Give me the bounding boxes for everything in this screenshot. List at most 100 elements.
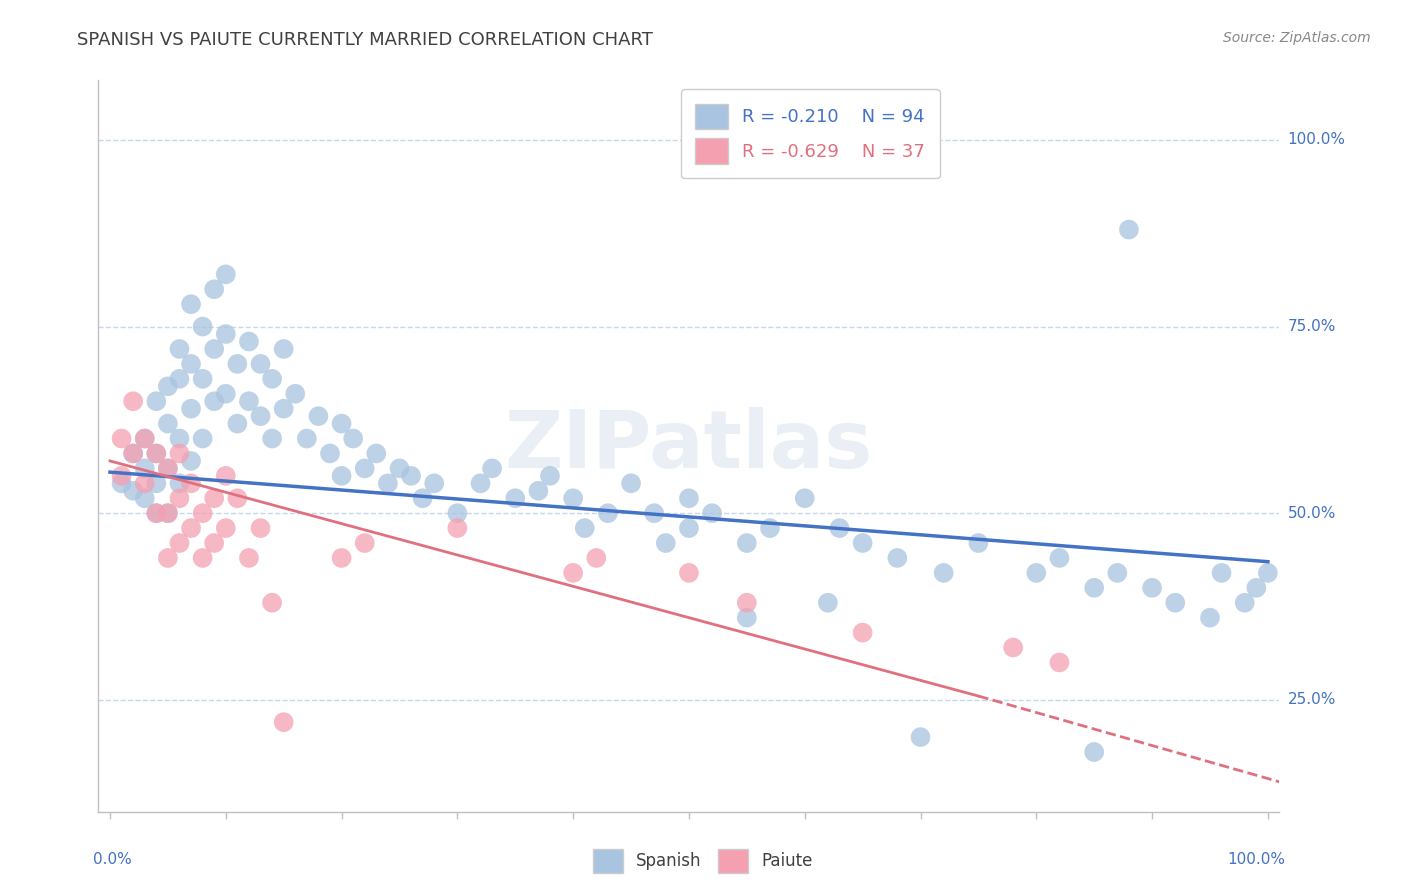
Point (446, 506, 468, 520)
Point (110, 476, 132, 491)
Text: ZIPatlas: ZIPatlas (505, 407, 873, 485)
Point (191, 432, 214, 446)
Point (481, 461, 503, 475)
Point (470, 476, 492, 491)
Point (377, 476, 399, 491)
Point (134, 491, 156, 506)
Point (319, 446, 342, 460)
Point (215, 468, 238, 483)
Point (262, 432, 284, 446)
Point (156, 506, 179, 520)
Point (1233, 596, 1256, 610)
Point (156, 461, 179, 475)
Point (330, 417, 353, 431)
Point (191, 551, 214, 566)
Point (262, 372, 284, 386)
Text: 100.0%: 100.0% (1288, 133, 1346, 147)
Point (180, 454, 202, 468)
Point (249, 521, 271, 535)
Point (169, 432, 191, 446)
Point (226, 491, 249, 506)
Point (1049, 551, 1071, 566)
Point (238, 394, 260, 409)
Point (562, 491, 585, 506)
Legend: Spanish, Paiute: Spanish, Paiute (586, 842, 820, 880)
Point (191, 506, 214, 520)
Point (353, 461, 375, 475)
Point (678, 491, 700, 506)
Text: 100.0%: 100.0% (1227, 852, 1285, 867)
Point (1257, 566, 1279, 580)
Point (852, 625, 875, 640)
Point (793, 491, 815, 506)
Point (412, 491, 434, 506)
Point (828, 521, 851, 535)
Point (423, 476, 446, 491)
Point (215, 268, 238, 282)
Point (1211, 566, 1233, 580)
Legend: R = -0.210    N = 94, R = -0.629    N = 37: R = -0.210 N = 94, R = -0.629 N = 37 (681, 89, 939, 178)
Point (180, 521, 202, 535)
Point (169, 342, 191, 356)
Point (110, 468, 132, 483)
Point (295, 432, 318, 446)
Point (202, 282, 225, 296)
Point (202, 491, 225, 506)
Point (273, 342, 295, 356)
Point (191, 319, 214, 334)
Point (284, 386, 307, 401)
Point (226, 357, 249, 371)
Point (1118, 222, 1140, 236)
Point (643, 506, 665, 520)
Point (238, 334, 260, 349)
Point (169, 536, 191, 550)
Point (273, 401, 295, 416)
Point (399, 468, 422, 483)
Point (562, 566, 585, 580)
Point (759, 521, 782, 535)
Point (169, 446, 191, 460)
Point (852, 536, 875, 550)
Point (226, 417, 249, 431)
Point (215, 521, 238, 535)
Point (307, 409, 329, 424)
Point (169, 372, 191, 386)
Point (527, 483, 550, 498)
Text: 50.0%: 50.0% (1288, 506, 1336, 521)
Point (273, 715, 295, 730)
Point (202, 342, 225, 356)
Point (910, 730, 932, 744)
Point (122, 446, 145, 460)
Text: Source: ZipAtlas.com: Source: ZipAtlas.com (1223, 31, 1371, 45)
Point (145, 446, 167, 460)
Point (330, 551, 353, 566)
Point (1025, 566, 1047, 580)
Point (700, 506, 723, 520)
Point (538, 468, 561, 483)
Point (180, 357, 202, 371)
Point (180, 401, 202, 416)
Text: 25.0%: 25.0% (1288, 692, 1336, 707)
Point (596, 506, 619, 520)
Point (169, 491, 191, 506)
Point (330, 468, 353, 483)
Point (1083, 745, 1105, 759)
Point (191, 372, 214, 386)
Point (1164, 596, 1187, 610)
Point (503, 491, 526, 506)
Point (735, 536, 758, 550)
Point (122, 483, 145, 498)
Point (145, 506, 167, 520)
Point (215, 386, 238, 401)
Point (932, 566, 955, 580)
Point (655, 536, 678, 550)
Point (180, 476, 202, 491)
Point (1049, 656, 1071, 670)
Point (156, 551, 179, 566)
Point (678, 521, 700, 535)
Point (202, 536, 225, 550)
Text: 0.0%: 0.0% (93, 852, 131, 867)
Point (180, 297, 202, 311)
Point (122, 446, 145, 460)
Text: SPANISH VS PAIUTE CURRENTLY MARRIED CORRELATION CHART: SPANISH VS PAIUTE CURRENTLY MARRIED CORR… (77, 31, 654, 49)
